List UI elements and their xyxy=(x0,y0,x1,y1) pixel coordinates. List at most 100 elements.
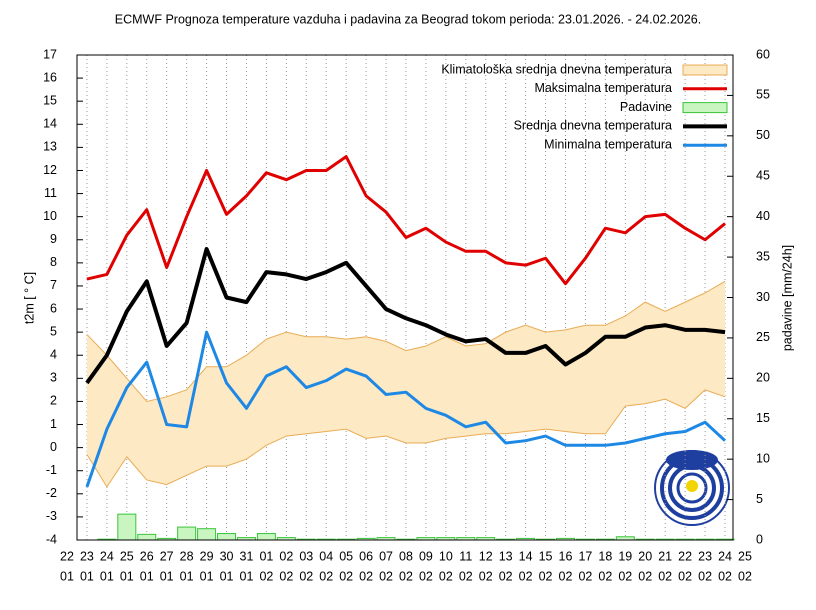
x-tick-label: 02 xyxy=(618,569,632,583)
y-tick-label: 0 xyxy=(50,440,57,454)
y-tick-label: 10 xyxy=(43,209,57,223)
x-tick-label: 20 xyxy=(638,549,652,563)
x-tick-label: 02 xyxy=(339,569,353,583)
y-tick-label: 2 xyxy=(50,394,57,408)
x-tick-label: 25 xyxy=(738,549,752,563)
legend-swatch xyxy=(682,64,728,76)
x-tick-label: 02 xyxy=(539,569,553,583)
x-tick-label: 01 xyxy=(120,569,134,583)
temperature-line xyxy=(85,247,726,385)
x-tick-label: 02 xyxy=(279,569,293,583)
x-tick-label: 18 xyxy=(598,549,612,563)
y-axis-label: t2m [ ° C] xyxy=(22,272,36,324)
y2-tick-label: 30 xyxy=(756,290,770,304)
y2-tick-label: 55 xyxy=(756,88,770,102)
x-tick-label: 24 xyxy=(100,549,114,563)
x-tick-label: 12 xyxy=(479,549,493,563)
legend-label: Maksimalna temperatura xyxy=(534,81,672,95)
band-edge xyxy=(86,389,726,488)
x-tick-label: 02 xyxy=(459,569,473,583)
x-tick-label: 01 xyxy=(259,549,273,563)
y-tick-label: -1 xyxy=(46,463,57,477)
x-tick-label: 21 xyxy=(658,549,672,563)
y2-tick-label: 35 xyxy=(756,249,770,263)
x-tick-label: 23 xyxy=(80,549,94,563)
x-tick-label: 01 xyxy=(200,569,214,583)
x-tick-label: 02 xyxy=(419,569,433,583)
x-tick-label: 24 xyxy=(718,549,732,563)
precip-bar xyxy=(256,533,276,541)
x-tick-label: 02 xyxy=(519,569,533,583)
y2-tick-label: 15 xyxy=(756,411,770,425)
x-tick-label: 27 xyxy=(160,549,174,563)
y2-tick-label: 25 xyxy=(756,330,770,344)
x-tick-label: 02 xyxy=(379,569,393,583)
x-tick-label: 26 xyxy=(140,549,154,563)
chart-title: ECMWF Prognoza temperature vazduha i pad… xyxy=(115,12,701,26)
y-tick-label: 4 xyxy=(50,348,57,362)
x-tick-label: 02 xyxy=(638,569,652,583)
x-tick-label: 02 xyxy=(658,569,672,583)
precip-bar xyxy=(177,526,197,541)
x-tick-label: 01 xyxy=(100,569,114,583)
y-tick-label: 9 xyxy=(50,232,57,246)
legend-label: Minimalna temperatura xyxy=(544,137,672,151)
y2-tick-label: 10 xyxy=(756,451,770,465)
y-tick-label: 17 xyxy=(43,47,57,61)
x-tick-label: 03 xyxy=(299,549,313,563)
x-tick-label: 02 xyxy=(738,569,752,583)
y2-tick-label: 50 xyxy=(756,128,770,142)
x-tick-label: 15 xyxy=(539,549,553,563)
x-tick-label: 02 xyxy=(479,569,493,583)
temperature-line xyxy=(86,155,726,286)
legend-swatch xyxy=(682,102,728,114)
y-tick-label: 3 xyxy=(50,371,57,385)
y-tick-label: 15 xyxy=(43,93,57,107)
x-tick-label: 02 xyxy=(499,569,513,583)
y-tick-label: 6 xyxy=(50,301,57,315)
x-tick-label: 01 xyxy=(60,569,74,583)
y-tick-label: 8 xyxy=(50,255,57,269)
y-tick-label: -2 xyxy=(46,486,57,500)
x-tick-label: 01 xyxy=(240,569,254,583)
x-tick-label: 10 xyxy=(439,549,453,563)
y-tick-label: 7 xyxy=(50,278,57,292)
x-tick-label: 06 xyxy=(359,549,373,563)
x-tick-label: 01 xyxy=(140,569,154,583)
climatology-band xyxy=(86,281,726,487)
x-tick-label: 02 xyxy=(439,569,453,583)
y-tick-label: 16 xyxy=(43,70,57,84)
precip-bar xyxy=(217,533,237,541)
x-tick-label: 01 xyxy=(220,569,234,583)
y-tick-label: 13 xyxy=(43,140,57,154)
x-tick-label: 04 xyxy=(319,549,333,563)
y2-tick-label: 45 xyxy=(756,169,770,183)
x-tick-label: 01 xyxy=(180,569,194,583)
temperature-line xyxy=(85,330,727,488)
precip-bar xyxy=(137,533,157,541)
x-tick-label: 13 xyxy=(499,549,513,563)
x-tick-label: 02 xyxy=(299,569,313,583)
x-tick-label: 02 xyxy=(678,569,692,583)
x-tick-label: 02 xyxy=(399,569,413,583)
x-tick-label: 23 xyxy=(698,549,712,563)
x-tick-label: 09 xyxy=(419,549,433,563)
x-tick-label: 14 xyxy=(519,549,533,563)
legend-label: Klimatološka srednja dnevna temperatura xyxy=(441,62,672,76)
x-tick-label: 31 xyxy=(240,549,254,563)
legend-label: Padavine xyxy=(620,100,672,114)
y-tick-label: -4 xyxy=(46,532,57,546)
band-edge xyxy=(86,280,726,402)
x-tick-label: 11 xyxy=(459,549,472,563)
y2-tick-label: 0 xyxy=(756,532,763,546)
y-tick-label: 12 xyxy=(43,163,57,177)
y2-tick-label: 40 xyxy=(756,209,770,223)
x-tick-label: 29 xyxy=(200,549,214,563)
x-tick-label: 22 xyxy=(678,549,692,563)
x-tick-label: 05 xyxy=(339,549,353,563)
x-tick-label: 25 xyxy=(120,549,134,563)
x-tick-label: 22 xyxy=(60,549,74,563)
y2-tick-label: 5 xyxy=(756,492,763,506)
x-tick-label: 02 xyxy=(698,569,712,583)
